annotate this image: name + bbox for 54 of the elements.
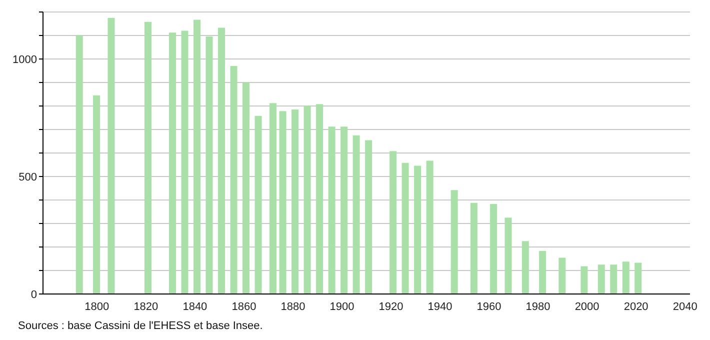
- bar: [470, 202, 478, 294]
- x-tick-label: 1900: [330, 300, 354, 313]
- bar: [340, 126, 348, 294]
- x-tick-label: 2000: [574, 300, 600, 313]
- bar: [144, 22, 152, 294]
- bar: [610, 264, 618, 294]
- x-tick-label: 1920: [378, 300, 404, 313]
- bar: [76, 36, 83, 294]
- bar: [414, 166, 422, 294]
- bar: [402, 162, 409, 294]
- bar: [254, 116, 262, 294]
- bar: [93, 95, 100, 294]
- bar: [598, 264, 605, 294]
- bar: [108, 18, 115, 294]
- bar: [328, 126, 336, 294]
- x-tick-label: 1980: [526, 300, 550, 313]
- bar: [304, 106, 311, 294]
- bar: [634, 262, 642, 294]
- x-tick-label: 1840: [182, 300, 208, 313]
- bar: [426, 160, 434, 294]
- bar: [292, 110, 299, 294]
- x-tick-label: 2040: [672, 300, 698, 313]
- x-tick-label: 1860: [232, 300, 256, 313]
- bar: [522, 241, 529, 294]
- y-tick-label: 0: [30, 288, 37, 301]
- y-tick-label: 500: [18, 171, 37, 184]
- bar: [206, 36, 213, 294]
- bar: [352, 135, 360, 294]
- bar: [365, 140, 372, 294]
- bar: [269, 103, 276, 294]
- bar: [450, 190, 458, 294]
- bar: [504, 218, 512, 294]
- bar: [316, 104, 324, 294]
- x-tick-label: 1800: [84, 300, 110, 313]
- bar: [539, 250, 546, 294]
- bar: [580, 266, 588, 294]
- source-note: Sources : base Cassini de l'EHESS et base Insee.: [18, 320, 264, 332]
- x-tick-label: 1880: [280, 300, 306, 313]
- bar: [193, 20, 200, 294]
- bar: [168, 32, 176, 294]
- bar: [490, 204, 498, 294]
- bar: [279, 111, 286, 294]
- bar: [558, 258, 566, 294]
- bar: [181, 30, 188, 294]
- x-tick-label: 2020: [624, 300, 648, 313]
- bar: [218, 28, 226, 294]
- x-tick-label: 1960: [476, 300, 502, 313]
- y-tick-label: 1000: [12, 54, 37, 66]
- bar: [390, 151, 397, 294]
- bar: [242, 82, 250, 294]
- x-tick-label: 1820: [134, 300, 158, 313]
- bar: [622, 262, 630, 294]
- x-tick-label: 1940: [428, 300, 452, 313]
- bar: [230, 66, 238, 294]
